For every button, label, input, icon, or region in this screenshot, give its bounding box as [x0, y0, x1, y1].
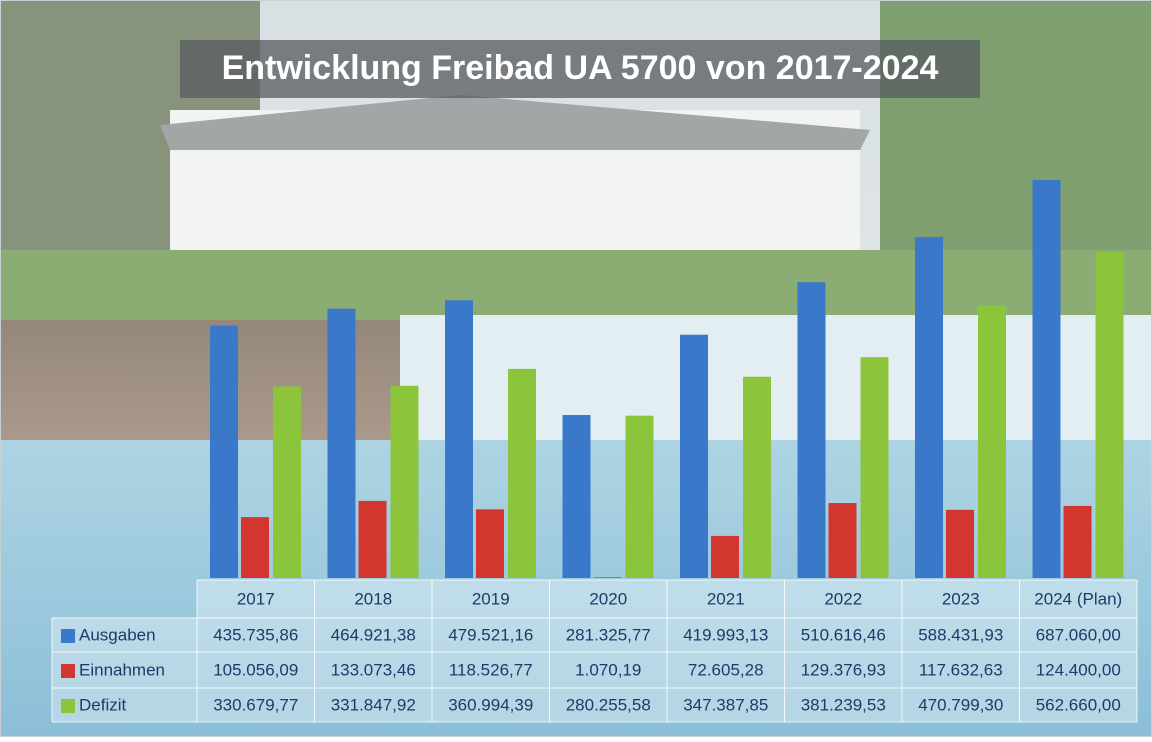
bar [476, 509, 504, 578]
data-table: 2017 2018 2019 2020 2021 2022 2023 2024 (Plan) A… [52, 580, 1137, 722]
bar [798, 282, 826, 578]
bar [711, 536, 739, 578]
table-value: 1.070,19 [575, 660, 641, 679]
bar [626, 416, 654, 578]
bar [829, 503, 857, 578]
table-value: 470.799,30 [918, 695, 1003, 714]
legend-swatch [61, 629, 75, 643]
table-value: 105.056,09 [213, 660, 298, 679]
table-value: 479.521,16 [448, 625, 533, 644]
table-value: 124.400,00 [1036, 660, 1121, 679]
table-value: 133.073,46 [331, 660, 416, 679]
bar [359, 501, 387, 578]
chart: Entwicklung Freibad UA 5700 von 2017-202… [0, 0, 1152, 737]
bar [241, 517, 269, 578]
column-header: 2022 [824, 589, 862, 608]
table-value: 381.239,53 [801, 695, 886, 714]
bar [328, 309, 356, 578]
table-value: 687.060,00 [1036, 625, 1121, 644]
chart-title: Entwicklung Freibad UA 5700 von 2017-202… [222, 49, 939, 87]
bar [273, 386, 301, 578]
page: Entwicklung Freibad UA 5700 von 2017-202… [0, 0, 1152, 737]
column-header: 2023 [942, 589, 980, 608]
column-header: 2017 [237, 589, 275, 608]
column-header: 2024 (Plan) [1034, 589, 1122, 608]
table-value: 360.994,39 [448, 695, 533, 714]
table-value: 435.735,86 [213, 625, 298, 644]
table-value: 347.387,85 [683, 695, 768, 714]
column-header: 2020 [589, 589, 627, 608]
legend-swatch [61, 699, 75, 713]
bar [508, 369, 536, 578]
table-value: 510.616,46 [801, 625, 886, 644]
table-value: 281.325,77 [566, 625, 651, 644]
bar [1064, 506, 1092, 578]
legend-label: Defizit [79, 695, 127, 714]
legend-swatch [61, 664, 75, 678]
table-value: 330.679,77 [213, 695, 298, 714]
column-header: 2018 [354, 589, 392, 608]
bar [743, 377, 771, 578]
bar [680, 335, 708, 578]
bar [1096, 252, 1124, 578]
bar [210, 326, 238, 578]
legend-label: Einnahmen [79, 660, 165, 679]
legend-label: Ausgaben [79, 625, 156, 644]
bar [563, 415, 591, 578]
table-value: 464.921,38 [331, 625, 416, 644]
table-value: 562.660,00 [1036, 695, 1121, 714]
table-value: 118.526,77 [449, 660, 533, 679]
table-value: 331.847,92 [331, 695, 416, 714]
bar [978, 305, 1006, 578]
table-value: 129.376,93 [801, 660, 886, 679]
bar [1033, 180, 1061, 578]
table-value: 419.993,13 [683, 625, 768, 644]
bar [915, 237, 943, 578]
bar [861, 357, 889, 578]
bar [946, 510, 974, 578]
table-value: 588.431,93 [918, 625, 1003, 644]
table-value: 280.255,58 [566, 695, 651, 714]
table-value: 117.632,63 [919, 660, 1003, 679]
table-value: 72.605,28 [688, 660, 764, 679]
bar [445, 300, 473, 578]
column-header: 2019 [472, 589, 510, 608]
bar [594, 577, 622, 578]
column-header: 2021 [707, 589, 745, 608]
bar [391, 386, 419, 578]
